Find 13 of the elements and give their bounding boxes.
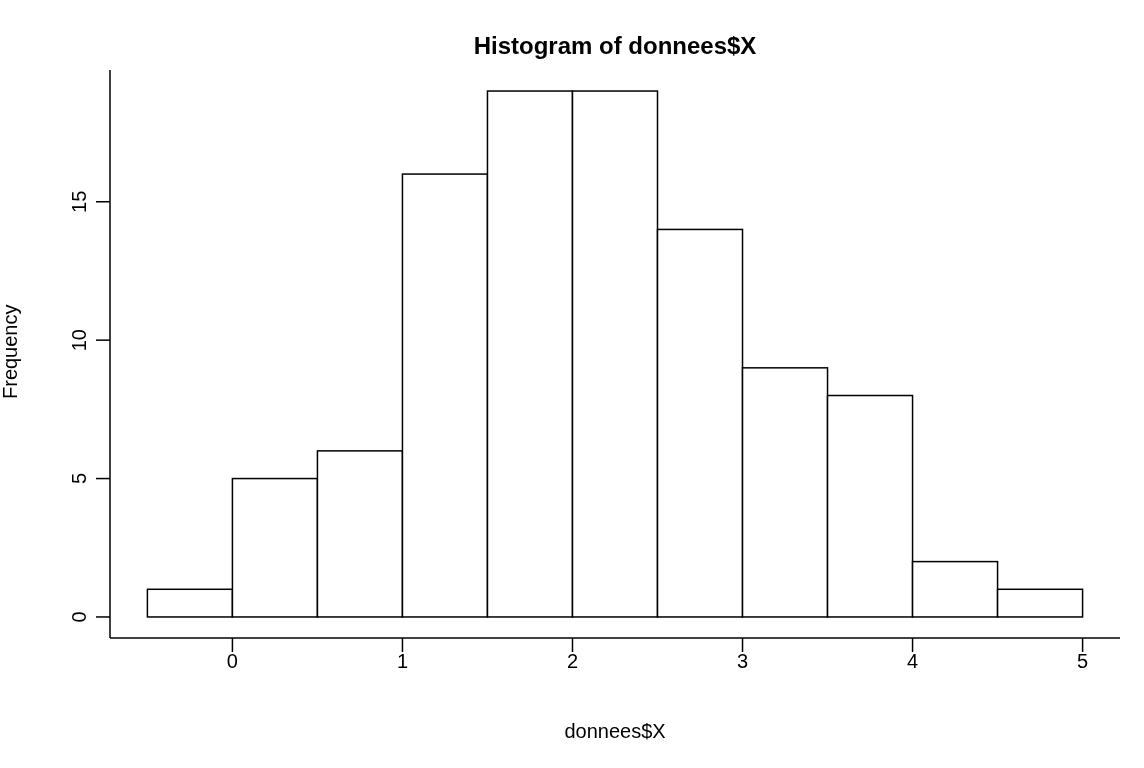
y-tick-label: 15 [68, 190, 90, 213]
chart-title: Histogram of donnees$X [472, 31, 758, 60]
x-tick-label: 5 [1077, 650, 1089, 673]
x-tick-label: 0 [226, 650, 238, 673]
y-axis-title: Frequency [0, 304, 22, 399]
x-tick-label: 4 [907, 650, 919, 673]
y-tick-label: 10 [68, 329, 90, 352]
x-tick-label: 3 [736, 650, 749, 673]
x-tick-label: 1 [396, 650, 409, 673]
x-axis-title: donnees$X [564, 720, 666, 742]
y-tick-label: 0 [68, 611, 90, 623]
x-tick-label: 2 [566, 650, 579, 673]
y-tick-label: 5 [68, 473, 90, 485]
